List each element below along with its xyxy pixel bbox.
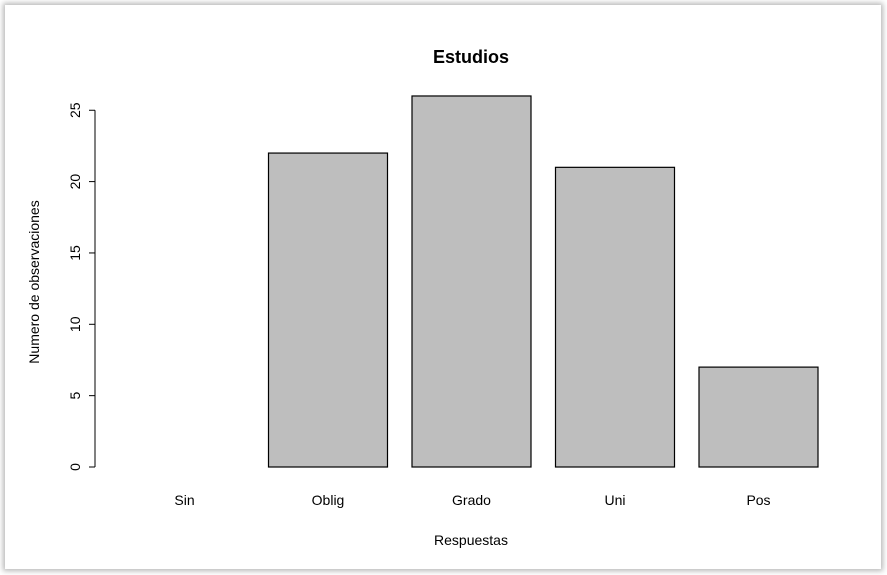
y-tick-label: 5 <box>67 392 83 400</box>
y-axis-label: Numero de observaciones <box>26 200 42 363</box>
y-tick-label: 20 <box>67 174 83 190</box>
bar-uni <box>554 166 676 468</box>
bar-pos <box>698 366 819 468</box>
y-tick-label: 15 <box>67 245 83 261</box>
x-tick-label-oblig: Oblig <box>312 492 345 508</box>
x-tick-label-pos: Pos <box>746 492 770 508</box>
x-tick-label-uni: Uni <box>604 492 625 508</box>
bar-oblig <box>267 152 389 468</box>
x-tick-labels: Sin Oblig Grado Uni Pos <box>174 492 770 508</box>
y-tick-label: 25 <box>67 102 83 118</box>
x-tick-label-sin: Sin <box>174 492 194 508</box>
x-tick-label-grado: Grado <box>452 492 491 508</box>
y-tick-label: 10 <box>67 316 83 332</box>
chart-title: Estudios <box>433 47 509 67</box>
x-axis-label: Respuestas <box>434 532 508 548</box>
bar-grado <box>411 95 532 468</box>
y-tick-label: 0 <box>67 463 83 471</box>
bars <box>267 95 819 468</box>
y-axis: 0 5 10 15 20 25 <box>67 102 96 471</box>
